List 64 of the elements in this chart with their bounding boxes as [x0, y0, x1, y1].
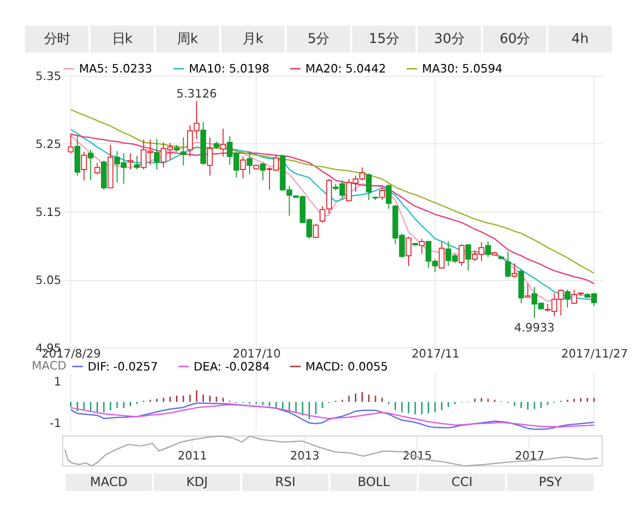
candlestick [458, 244, 464, 266]
legend-label: MA20: 5.0442 [305, 62, 386, 76]
legend-label: MACD: 0.0055 [305, 359, 388, 374]
candlestick [240, 156, 246, 179]
x-tick-label: 2011 [178, 448, 208, 463]
text: 4h [572, 30, 589, 47]
candlestick [94, 162, 100, 175]
x-tick-label: 2017/11/27 [561, 346, 628, 361]
candlestick [260, 162, 266, 181]
text: 周k [177, 30, 198, 47]
candlestick [465, 244, 472, 272]
candlestick [88, 149, 94, 181]
candlestick [366, 173, 372, 201]
candlestick [206, 137, 213, 176]
text: CCI [451, 474, 473, 490]
x-tick-label: 2017/11 [412, 346, 460, 361]
x-tick-label: 2013 [290, 448, 320, 463]
text: 60分 [500, 30, 530, 47]
candlestick [418, 238, 425, 254]
y-tick-label: -1 [50, 416, 62, 430]
candlestick [564, 289, 570, 308]
candlestick [180, 137, 186, 166]
candlestick [68, 134, 74, 154]
candlestick [312, 223, 319, 239]
text: 分时 [44, 30, 70, 47]
x-tick-label: 2017 [514, 448, 544, 463]
y-tick-label: 1 [54, 374, 62, 388]
legend-label: MA5: 5.0233 [79, 62, 152, 76]
y-tick-label: 5.35 [35, 69, 62, 84]
text: 月k [242, 30, 264, 47]
candlestick [406, 236, 412, 266]
candlestick [246, 151, 252, 175]
candlestick [154, 138, 160, 170]
legend-title: MACD [32, 358, 67, 373]
text: 5分 [308, 30, 330, 47]
candlestick [127, 152, 134, 170]
candlestick [379, 186, 385, 201]
text: PSY [538, 474, 562, 490]
text: 15分 [368, 30, 399, 47]
candlestick [386, 184, 392, 210]
text: RSI [275, 474, 296, 490]
y-tick-label: 5.15 [35, 204, 62, 219]
candlestick [505, 251, 511, 278]
annotation: 5.3126 [176, 86, 217, 100]
y-tick-label: 5.05 [35, 272, 62, 287]
x-tick-label: 2017/10 [232, 346, 281, 361]
candlestick [512, 262, 518, 278]
candlestick [134, 155, 140, 170]
candlestick [485, 240, 491, 258]
legend-label: DIF: -0.0257 [88, 359, 158, 374]
legend-label: DEA: -0.0284 [194, 359, 270, 374]
line-series [70, 109, 595, 274]
candlestick [438, 240, 445, 270]
y-tick-label: 5.25 [35, 137, 62, 151]
text: 30分 [434, 30, 464, 47]
legend-label: MA30: 5.0594 [422, 62, 503, 76]
text: KDJ [186, 474, 208, 490]
candlestick [220, 128, 226, 158]
text: BOLL [358, 474, 390, 490]
annotation: 4.9933 [514, 320, 555, 335]
candlestick [81, 151, 87, 181]
text: 日k [112, 30, 133, 47]
text: MACD [90, 474, 128, 490]
legend-label: MA10: 5.0198 [188, 62, 270, 76]
